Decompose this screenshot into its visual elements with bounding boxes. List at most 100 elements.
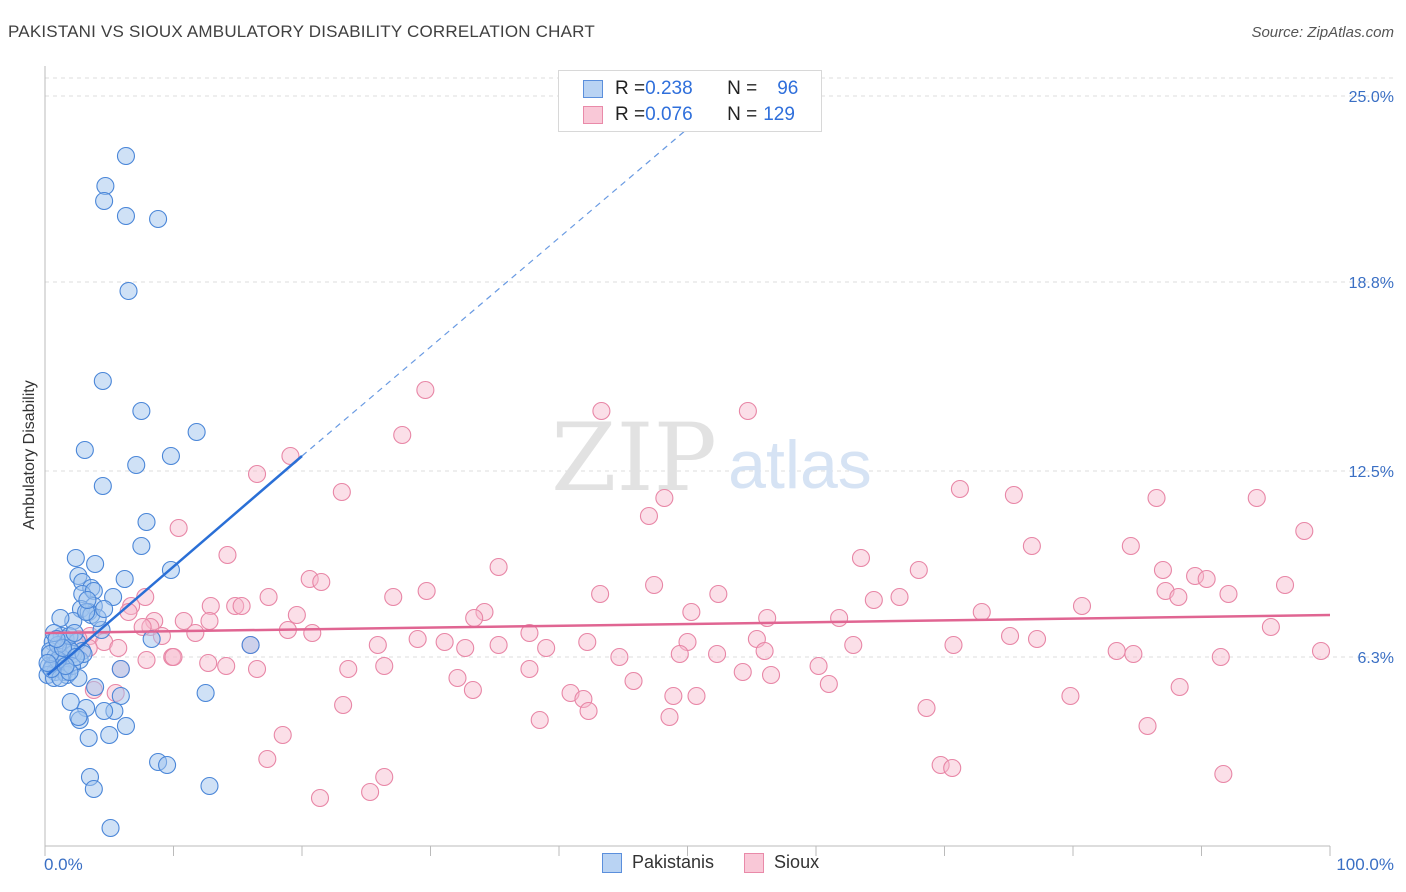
sioux-point: [1147, 488, 1166, 508]
y-axis-title: Ambulatory Disability: [21, 380, 38, 529]
sioux-point: [1124, 644, 1143, 664]
sioux-point: [217, 656, 236, 676]
source-credit: Source: ZipAtlas.com: [1251, 24, 1394, 41]
axes: [44, 66, 1331, 856]
pakistanis-point: [119, 281, 138, 301]
pakistanis-point: [115, 569, 134, 589]
pakistanis-points: [38, 146, 260, 838]
pakistanis-point: [116, 716, 136, 736]
pakistanis-point: [200, 776, 219, 796]
pakistanis-point: [111, 686, 130, 706]
pakistanis-point: [241, 635, 260, 655]
sioux-point: [475, 602, 494, 622]
sioux-point: [218, 545, 237, 565]
legend-r-value: 0.238: [645, 78, 693, 99]
sioux-point: [1169, 587, 1188, 607]
sioux-point: [1186, 566, 1205, 586]
pakistanis-point: [47, 629, 66, 649]
sioux-point: [312, 572, 331, 592]
sioux-point: [579, 701, 598, 721]
sioux-point: [303, 623, 322, 643]
sioux-point: [339, 659, 358, 679]
sioux-point: [709, 584, 728, 604]
sioux-point: [1170, 677, 1189, 697]
sioux-point: [393, 425, 412, 445]
correlation-legend: R = 0.238 N = 96 R = 0.076 N = 129: [558, 70, 822, 132]
pakistanis-point: [93, 371, 112, 391]
legend-r-label: R =: [615, 78, 646, 99]
sioux-point: [489, 557, 508, 577]
sioux-point: [186, 623, 205, 643]
sioux-point: [592, 401, 611, 421]
sioux-point: [232, 596, 251, 616]
pakistanis-point: [95, 599, 114, 619]
x-tick-label-min: 0.0%: [44, 855, 83, 874]
sioux-point: [591, 584, 610, 604]
sioux-point: [610, 647, 629, 667]
sioux-point: [755, 641, 774, 661]
sioux-point: [259, 587, 278, 607]
legend-n-label: N =: [727, 78, 758, 99]
sioux-point: [273, 725, 292, 745]
pakistanis-point: [78, 590, 97, 610]
sioux-point: [830, 608, 849, 628]
sioux-point: [137, 650, 156, 670]
sioux-point: [300, 569, 319, 589]
legend-row-pakistanis: R = 0.238 N = 96: [583, 77, 798, 101]
sioux-point: [931, 755, 950, 775]
sioux-point: [1153, 560, 1172, 580]
sioux-point: [655, 488, 674, 508]
legend-n-value: 129: [763, 104, 795, 125]
sioux-point: [1219, 584, 1238, 604]
watermark: ZIP atlas: [551, 404, 872, 513]
legend-n-value: 96: [777, 78, 799, 99]
sioux-point: [174, 611, 193, 631]
x-tick-label-max: 100.0%: [1336, 855, 1394, 874]
pakistanis-point: [149, 209, 168, 229]
pakistanis-point: [38, 653, 57, 673]
sioux-point: [1247, 488, 1266, 508]
legend-swatch-blue: [583, 80, 603, 98]
sioux-point: [226, 596, 245, 616]
pakistanis-point: [95, 191, 114, 211]
pakistanis-point: [96, 176, 115, 196]
pakistanis-point: [95, 701, 114, 721]
legend-row-sioux: R = 0.076 N = 129: [583, 103, 795, 127]
sioux-point: [247, 659, 267, 679]
sioux-point: [1022, 536, 1041, 556]
sioux-point: [682, 602, 701, 622]
sioux-point: [851, 548, 871, 568]
legend-swatch-pink: [583, 106, 603, 124]
pakistanis-point: [158, 755, 177, 775]
sioux-point: [1000, 626, 1020, 646]
series-swatch-blue: [602, 852, 622, 873]
pakistanis-point: [116, 206, 136, 226]
pakistanis-point: [142, 629, 161, 649]
series-label-sioux: Sioux: [774, 852, 820, 872]
sioux-point: [247, 464, 267, 484]
sioux-point: [909, 560, 928, 580]
sioux-point: [537, 638, 556, 658]
sioux-point: [530, 710, 549, 730]
y-tick-label: 18.8%: [1349, 275, 1394, 292]
sioux-point: [738, 401, 757, 421]
sioux-point: [334, 695, 353, 715]
pakistanis-point: [127, 455, 146, 475]
sioux-point: [943, 758, 962, 778]
sioux-point: [917, 698, 936, 718]
sioux-point: [639, 506, 659, 526]
sioux-point: [1061, 686, 1080, 706]
series-legend-sioux: Sioux: [744, 852, 819, 873]
sioux-point: [1138, 716, 1157, 736]
sioux-point: [1004, 485, 1023, 505]
sioux-point: [660, 707, 679, 727]
sioux-point: [465, 608, 484, 628]
sioux-point: [972, 602, 991, 622]
series-legend: Pakistanis Sioux: [602, 852, 849, 873]
sioux-point: [890, 587, 909, 607]
sioux-point: [944, 635, 963, 655]
pakistanis-point: [132, 401, 151, 421]
sioux-point: [1261, 617, 1280, 637]
trendlines: [44, 95, 1331, 676]
